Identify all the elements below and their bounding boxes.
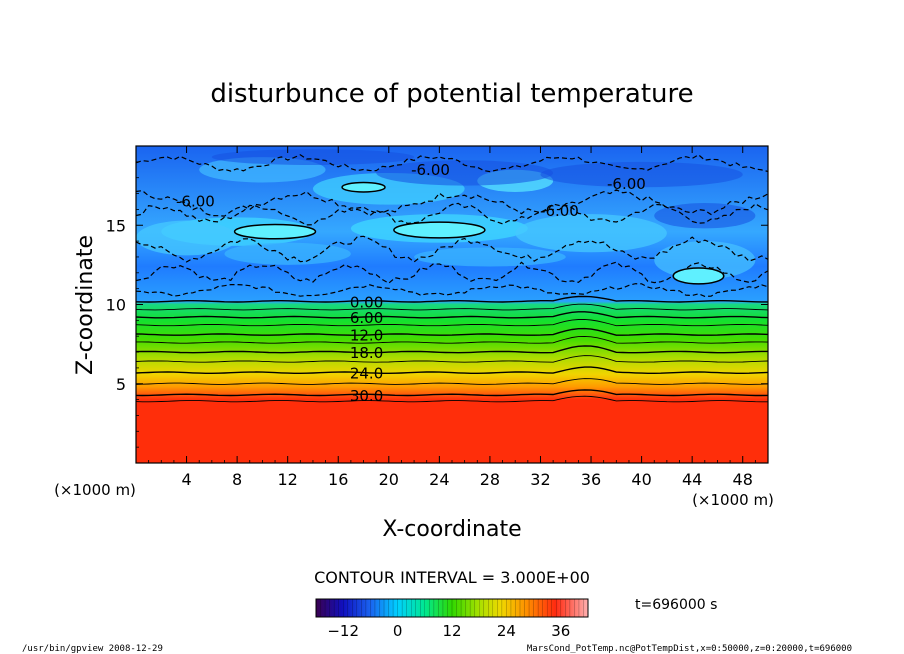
footer-source: MarsCond_PotTemp.nc@PotTempDist,x=0:5000… bbox=[527, 644, 852, 654]
x-tick-label: 36 bbox=[581, 470, 601, 489]
footer-program: /usr/bin/gpview 2008-12-29 bbox=[22, 644, 163, 654]
contour-label: -6.00 bbox=[411, 161, 450, 179]
contour-label: 12.0 bbox=[350, 327, 383, 345]
x-unit-right: (×1000 m) bbox=[692, 491, 774, 509]
contour-line bbox=[135, 327, 769, 336]
field-patch bbox=[654, 241, 756, 280]
contour-line bbox=[135, 378, 769, 385]
contour-line-negative bbox=[135, 283, 769, 298]
contour-interval: CONTOUR INTERVAL = 3.000E+00 bbox=[314, 568, 590, 587]
contour-line-negative bbox=[135, 261, 769, 284]
contour-line-closed bbox=[233, 223, 317, 240]
field-patch bbox=[224, 242, 351, 265]
colorbar-tick-label: 12 bbox=[442, 622, 461, 640]
contour-line bbox=[135, 318, 769, 327]
x-tick-label: 4 bbox=[181, 470, 191, 489]
potential-temperature-field bbox=[136, 146, 768, 463]
y-tick-label: 15 bbox=[106, 216, 126, 235]
y-axis-label: Z-coordinate bbox=[73, 235, 98, 375]
x-unit-left: (×1000 m) bbox=[54, 481, 136, 499]
x-tick-label: 48 bbox=[733, 470, 753, 489]
field-patch bbox=[211, 149, 415, 166]
contour-line bbox=[135, 395, 768, 403]
contour-line-negative bbox=[135, 235, 769, 263]
contour-label: -6.00 bbox=[540, 202, 579, 220]
contour-line-closed bbox=[393, 221, 486, 239]
contour-line bbox=[135, 303, 769, 311]
colorbar-ticks: −12 0 12 24 36 bbox=[327, 622, 570, 640]
x-tick-label: 16 bbox=[328, 470, 348, 489]
contour-line-negative bbox=[135, 202, 769, 226]
colorbar-tick-label: 0 bbox=[393, 622, 403, 640]
field-patch bbox=[540, 161, 743, 188]
y-tick-label: 5 bbox=[116, 375, 126, 394]
time-stamp: t=696000 s bbox=[635, 597, 717, 613]
contour-line-negative bbox=[135, 154, 769, 173]
contour-line bbox=[135, 295, 768, 303]
colorbar-stripes bbox=[320, 599, 584, 617]
contour-label: 18.0 bbox=[350, 344, 383, 362]
contour-line bbox=[135, 355, 769, 363]
contour-line-closed bbox=[672, 267, 725, 285]
x-tick-label: 24 bbox=[429, 470, 449, 489]
x-tick-label: 20 bbox=[379, 470, 399, 489]
colorbar-tick-label: 24 bbox=[497, 622, 516, 640]
field-patch bbox=[654, 203, 756, 229]
contour-line bbox=[135, 389, 769, 397]
contour-label: 24.0 bbox=[350, 365, 383, 383]
contour-line bbox=[135, 311, 769, 319]
x-tick-label: 8 bbox=[232, 470, 242, 489]
contour-lines bbox=[135, 154, 769, 403]
colorbar-tick-label: −12 bbox=[327, 622, 359, 640]
contour-label: 0.00 bbox=[350, 293, 383, 311]
x-tick-label: 40 bbox=[631, 470, 651, 489]
contour-line bbox=[135, 345, 768, 354]
chart-title: disturbunce of potential temperature bbox=[210, 79, 693, 109]
field-patch bbox=[414, 247, 566, 267]
contour-label: -6.00 bbox=[176, 192, 215, 210]
contour-line-closed bbox=[341, 181, 386, 193]
contour-label: -6.00 bbox=[607, 175, 646, 193]
contour-label: 30.0 bbox=[350, 387, 383, 405]
colorbar-tick-label: 36 bbox=[551, 622, 570, 640]
y-axis-ticks: 5 10 15 bbox=[106, 161, 768, 448]
contour-line bbox=[136, 335, 769, 344]
contour-line-negative bbox=[135, 189, 769, 217]
x-tick-label: 32 bbox=[530, 470, 550, 489]
field-patch bbox=[376, 160, 554, 186]
x-tick-label: 12 bbox=[278, 470, 298, 489]
x-tick-label: 44 bbox=[682, 470, 702, 489]
contour-label: 6.00 bbox=[350, 309, 383, 327]
field-patch bbox=[136, 220, 238, 256]
x-axis-ticks: 4 8 12 16 20 24 28 32 36 40 44 48 bbox=[148, 146, 756, 489]
x-tick-label: 28 bbox=[480, 470, 500, 489]
contour-line bbox=[135, 366, 769, 374]
colorbar: −12 0 12 24 36 bbox=[315, 598, 589, 640]
x-axis-label: X-coordinate bbox=[382, 517, 521, 542]
field-patch bbox=[515, 214, 667, 253]
y-tick-label: 10 bbox=[106, 296, 126, 315]
